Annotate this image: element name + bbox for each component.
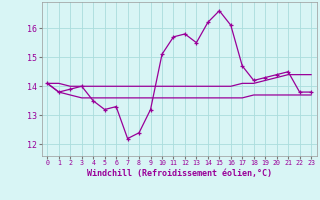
X-axis label: Windchill (Refroidissement éolien,°C): Windchill (Refroidissement éolien,°C) xyxy=(87,169,272,178)
